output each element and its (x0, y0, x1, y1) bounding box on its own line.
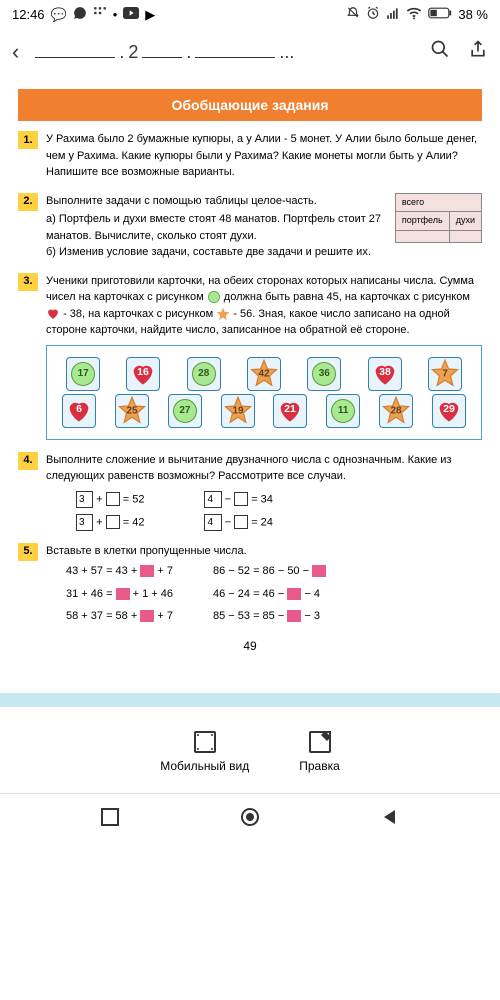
card: 28 (187, 357, 221, 391)
play-icon: ▶ (145, 7, 155, 23)
card: 29 (432, 394, 466, 428)
breadcrumb: . 2 . ... (35, 42, 414, 63)
svg-text:21: 21 (285, 403, 297, 415)
svg-text:29: 29 (443, 403, 455, 415)
task-2-table: всего портфельдухи (395, 193, 482, 243)
task-4-num: 4. (18, 452, 38, 470)
svg-text:6: 6 (76, 403, 82, 415)
card: 6 (62, 394, 96, 428)
mobile-view-button[interactable]: Мобильный вид (160, 731, 249, 773)
svg-text:25: 25 (127, 405, 139, 416)
card: 28 (379, 394, 413, 428)
apps-icon (93, 6, 107, 23)
card: 27 (168, 394, 202, 428)
star-icon (216, 307, 230, 321)
edit-icon (309, 731, 331, 753)
card: 17 (66, 357, 100, 391)
task-5-num: 5. (18, 543, 38, 561)
card: 11 (326, 394, 360, 428)
battery-pct: 38 % (458, 7, 488, 22)
svg-text:42: 42 (258, 368, 270, 379)
whatsapp-icon (73, 6, 87, 23)
task-2-num: 2. (18, 193, 38, 211)
search-icon[interactable] (430, 39, 450, 65)
mute-icon (346, 6, 360, 23)
card: 16 (126, 357, 160, 391)
dot-icon: • (113, 7, 118, 22)
card: 21 (273, 394, 307, 428)
separator-bar (0, 693, 500, 707)
svg-text:28: 28 (390, 405, 402, 416)
card: 7 (428, 357, 462, 391)
task-2-body: всего портфельдухи Выполните задачи с по… (46, 193, 482, 261)
svg-text:16: 16 (138, 366, 150, 378)
task-4-body: Выполните сложение и вычитание двузначно… (46, 452, 482, 531)
task-5-body: Вставьте в клетки пропущенные числа. 43 … (46, 543, 482, 625)
card: 36 (307, 357, 341, 391)
svg-text:19: 19 (232, 405, 244, 416)
card: 19 (221, 394, 255, 428)
cards-box: 17 16 28 42 36 38 7 6 25 27 19 21 11 28 29 (46, 345, 482, 440)
battery-icon (428, 7, 452, 22)
mobile-view-icon (194, 731, 216, 753)
alarm-icon (366, 6, 380, 23)
svg-text:38: 38 (379, 366, 391, 378)
card: 25 (115, 394, 149, 428)
signal-icon (386, 6, 400, 23)
nav-home-icon[interactable] (241, 808, 259, 831)
task-3-body: Ученики приготовили карточки, на обеих с… (46, 273, 482, 440)
task-1-body: У Рахима было 2 бумажные купюры, а у Али… (46, 131, 482, 181)
task-1-num: 1. (18, 131, 38, 149)
task-3-num: 3. (18, 273, 38, 291)
back-icon[interactable]: ‹ (12, 39, 19, 65)
heart-icon (46, 307, 60, 321)
msg-icon: 💬 (51, 7, 67, 23)
nav-recent-icon[interactable] (101, 808, 119, 831)
card: 42 (247, 357, 281, 391)
share-icon[interactable] (468, 39, 488, 65)
nav-back-icon[interactable] (381, 808, 399, 831)
circle-icon (207, 290, 221, 304)
youtube-icon (123, 7, 139, 22)
card: 38 (368, 357, 402, 391)
status-time: 12:46 (12, 7, 45, 22)
page-number: 49 (18, 639, 482, 653)
section-header: Обобщающие задания (18, 89, 482, 121)
svg-text:7: 7 (442, 368, 448, 379)
edit-button[interactable]: Правка (299, 731, 340, 773)
wifi-icon (406, 6, 422, 23)
